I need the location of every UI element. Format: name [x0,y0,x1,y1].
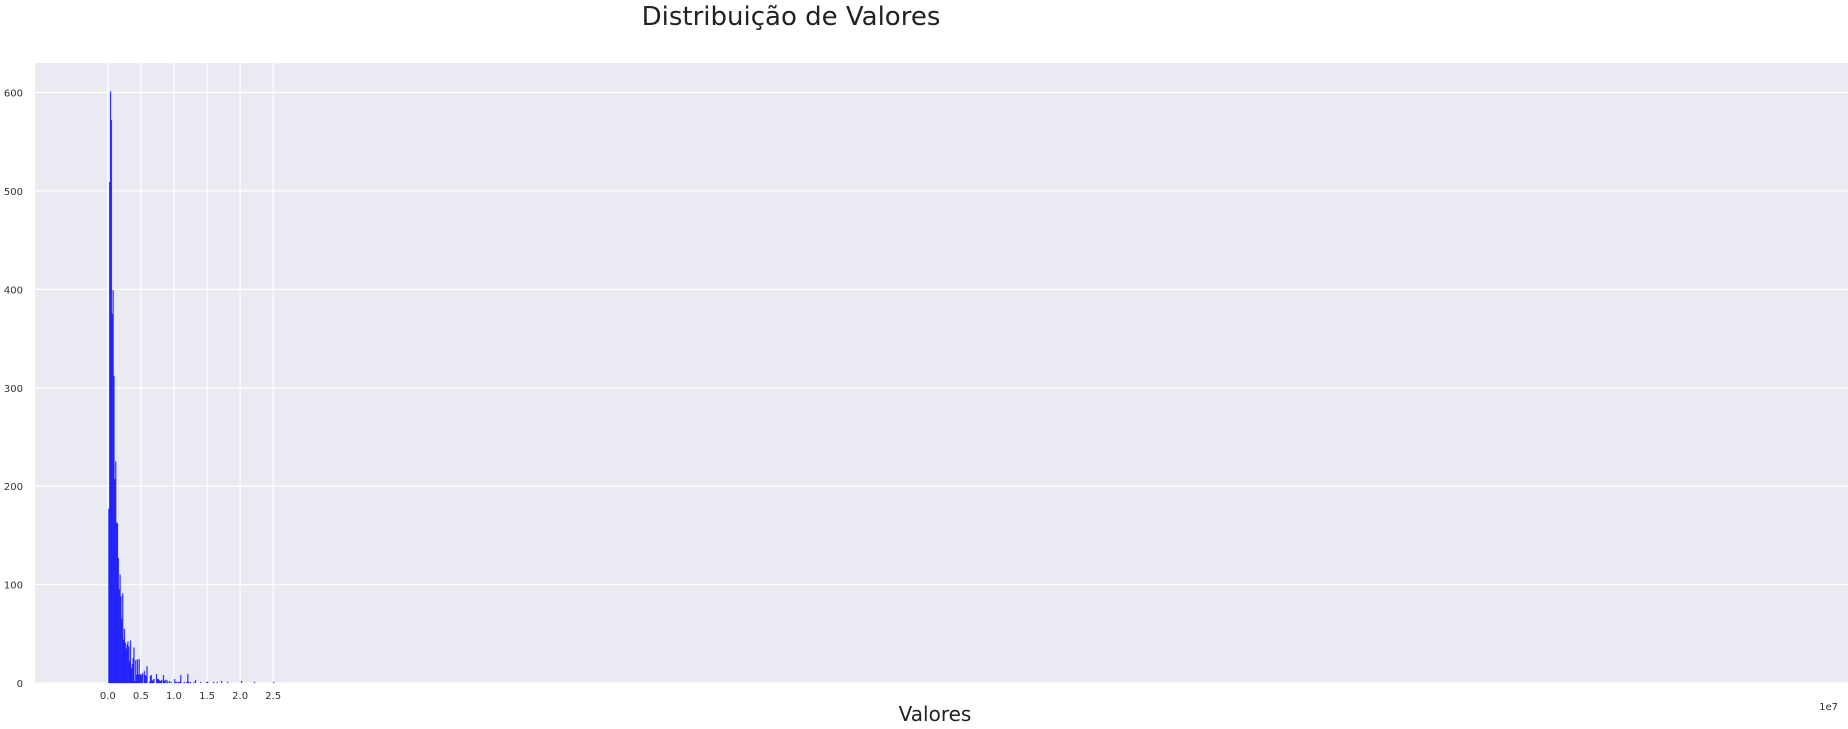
histogram-bar [162,674,165,684]
x-tick-label: 2.0 [232,691,248,702]
chart-title: Distribuição de Valores [641,2,941,32]
histogram-bar [206,681,209,684]
y-tick-label: 400 [4,285,23,296]
histogram-bar [168,680,171,684]
y-tick-label: 500 [4,187,23,198]
x-tick-label: 1.0 [166,691,182,702]
histogram-bar [213,681,215,684]
histogram-bar [150,674,153,684]
x-axis-offset-label: 1e7 [1819,702,1838,713]
histogram-bar [136,659,139,684]
histogram-bar [166,679,168,684]
histogram-bar [134,660,137,684]
histogram-bar [216,681,218,684]
histogram-bar [160,679,163,684]
histogram-bar [189,681,192,684]
histogram-bar [226,681,229,684]
histogram-bar [175,681,178,684]
histogram-bar [121,593,124,684]
x-axis-label: Valores [899,702,972,726]
y-tick-label: 200 [4,482,23,493]
histogram-bar [183,681,186,684]
y-axis-ticks: 0 100 200 300 400 500 600 [4,89,23,690]
histogram-bar [194,679,197,684]
histogram-bar [240,680,243,684]
histogram-bar [253,681,256,684]
y-tick-label: 100 [4,581,23,592]
histogram-bar [272,681,275,684]
y-tick-label: 600 [4,89,23,100]
histogram-bar [167,681,169,684]
x-tick-label: 1.5 [199,691,215,702]
x-tick-label: 0.5 [133,691,149,702]
histogram-bar [138,659,140,684]
y-tick-label: 0 [17,679,23,690]
histogram-bar [146,666,148,684]
histogram-bar [174,678,176,684]
histogram-bar [200,681,202,684]
histogram-bar [155,673,158,684]
grid-lines [35,63,1848,684]
x-tick-label: 2.5 [265,691,281,702]
histogram-bar [129,640,132,684]
histogram-bars [108,91,275,684]
y-tick-label: 300 [4,384,23,395]
plot-area [35,63,1848,683]
histogram-bar [187,673,189,684]
x-tick-label: 0.0 [100,691,116,702]
histogram-bar [193,681,195,684]
histogram-bar [220,680,223,684]
histogram-bar [141,672,144,684]
histogram-bar [170,681,173,684]
histogram-bar [133,647,135,684]
histogram-bar [187,681,190,684]
histogram-bar [180,674,182,684]
histogram-bar [164,679,166,684]
histogram-bar [153,678,155,684]
x-axis-ticks: 0.0 0.5 1.0 1.5 2.0 2.5 [100,691,281,702]
